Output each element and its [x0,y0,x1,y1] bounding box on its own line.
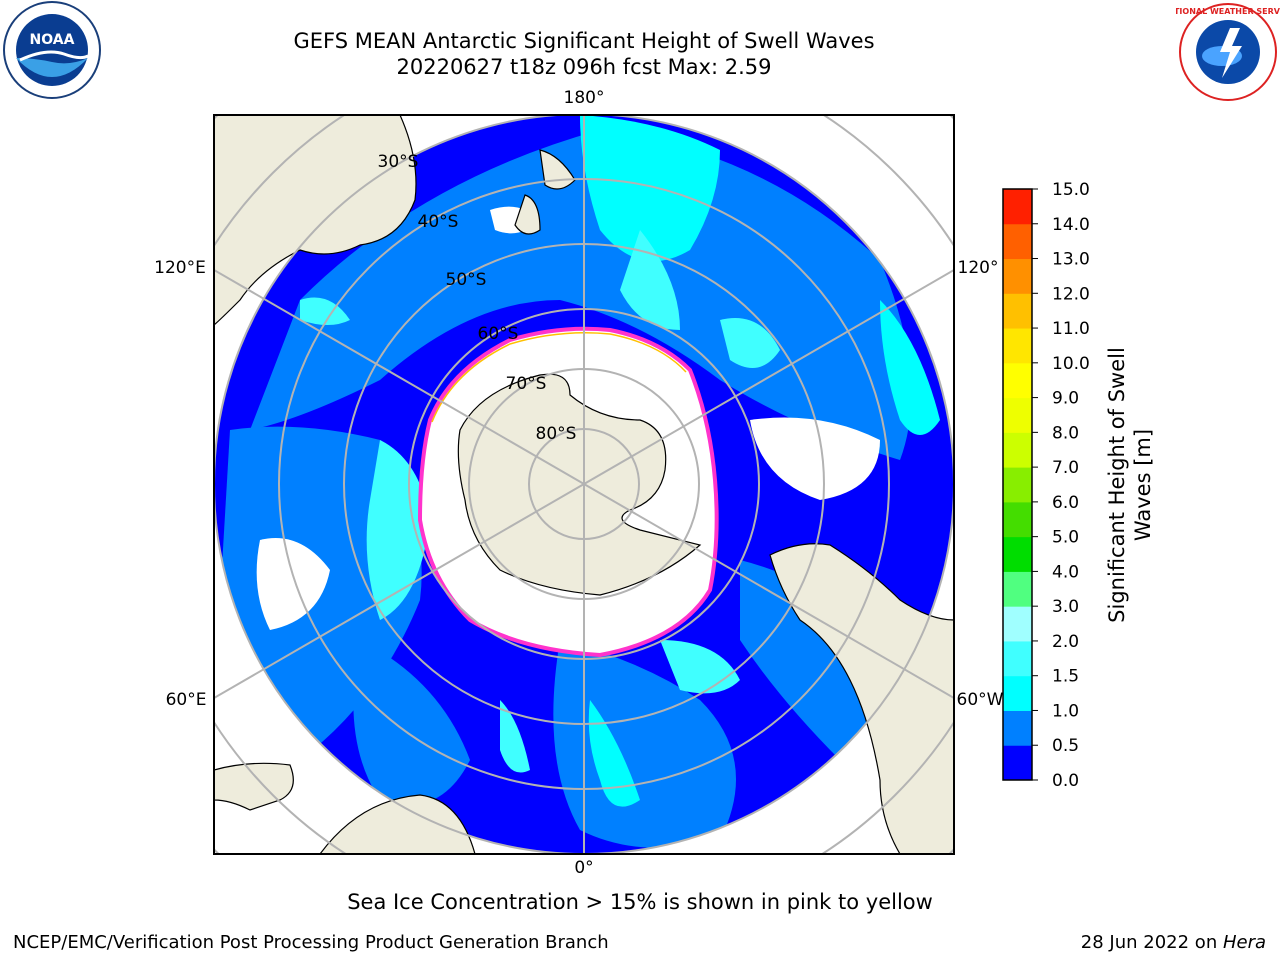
gridlines [214,115,954,854]
latitude-label: 80°S [535,424,577,444]
colorbar-tick-label: 6.0 [1052,493,1079,513]
colorbar-swatch [1003,293,1032,329]
nws-logo: NATIONAL WEATHER SERVICE [1176,3,1280,101]
colorbar-swatch [1003,432,1032,468]
longitude-label: 60°E [165,690,207,710]
longitude-label: 120°E [154,258,206,278]
colorbar-tick-label: 11.0 [1052,319,1090,339]
colorbar-tick-label: 12.0 [1052,284,1090,304]
colorbar-tick-label: 1.0 [1052,701,1079,721]
latitude-label: 30°S [377,152,419,172]
colorbar-tick-label: 15.0 [1052,180,1090,200]
latitude-label: 60°S [477,324,519,344]
colorbar-swatch [1003,258,1032,294]
colorbar-tick-label: 1.5 [1052,667,1079,687]
colorbar-label: Significant Height of Swell [1105,347,1129,623]
chart-title: GEFS MEAN Antarctic Significant Height o… [293,29,875,53]
host-name: Hera [1222,932,1266,953]
colorbar-tick-label: 2.0 [1052,632,1079,652]
colorbar-swatch [1003,606,1032,642]
colorbar-swatch [1003,675,1032,711]
colorbar-swatch [1003,328,1032,364]
colorbar-swatch [1003,189,1032,225]
colorbar-swatch [1003,397,1032,433]
colorbar-tick-label: 8.0 [1052,423,1079,443]
noaa-logo-text: NOAA [30,32,75,48]
map-area [214,115,954,854]
colorbar-swatch [1003,640,1032,677]
colorbar-swatch [1003,223,1032,260]
colorbar-tick-label: 9.0 [1052,389,1079,409]
colorbar-tick-label: 7.0 [1052,458,1079,478]
latitude-label: 50°S [445,270,487,290]
sea-ice-note: Sea Ice Concentration > 15% is shown in … [347,890,933,914]
south-america-land [769,543,954,854]
chart-subtitle: 20220627 t18z 096h fcst Max: 2.59 [396,55,772,79]
nws-logo-text: NATIONAL WEATHER SERVICE [1176,7,1280,16]
colorbar-tick-label: 14.0 [1052,215,1090,235]
colorbar-swatch [1003,710,1032,746]
australia-land [214,115,417,326]
colorbar-tick-label: 0.0 [1052,771,1079,791]
colorbar-swatch [1003,467,1032,503]
colorbar-tick-label: 10.0 [1052,354,1090,374]
credit-text: NCEP/EMC/Verification Post Processing Pr… [13,932,609,953]
colorbar-swatch [1003,501,1032,538]
longitude-label: 0° [574,858,594,878]
africa-land [214,762,476,854]
colorbar-frame [1002,188,1033,781]
date-value: 28 Jun 2022 on [1080,932,1223,953]
latitude-label: 70°S [505,374,547,394]
colorbar-tick-label: 3.0 [1052,597,1079,617]
colorbar-label: Waves [m] [1131,429,1155,541]
colorbar-swatch [1003,362,1032,399]
colorbar-swatch [1003,745,1032,781]
latitude-label: 40°S [417,212,459,232]
colorbar-tick-label: 13.0 [1052,250,1090,270]
colorbar: 15.0 14.0 13.0 12.0 11.0 10.0 9.0 8.0 7.0 6.0 5.0 4… [1002,180,1155,791]
noaa-logo: NOAA [3,1,101,99]
longitude-label: 120° [957,258,999,278]
colorbar-swatch [1003,536,1032,572]
longitude-label: 60°W [956,690,1004,710]
colorbar-swatch [1003,571,1032,607]
antarctica-land [457,373,702,596]
date-text: 28 Jun 2022 on Hera [1081,932,1266,953]
colorbar-tick-label: 0.5 [1052,736,1079,756]
colorbar-tick-label: 4.0 [1052,562,1079,582]
colorbar-tick-label: 5.0 [1052,528,1079,548]
map-frame [213,114,955,855]
longitude-label: 180° [563,88,605,108]
